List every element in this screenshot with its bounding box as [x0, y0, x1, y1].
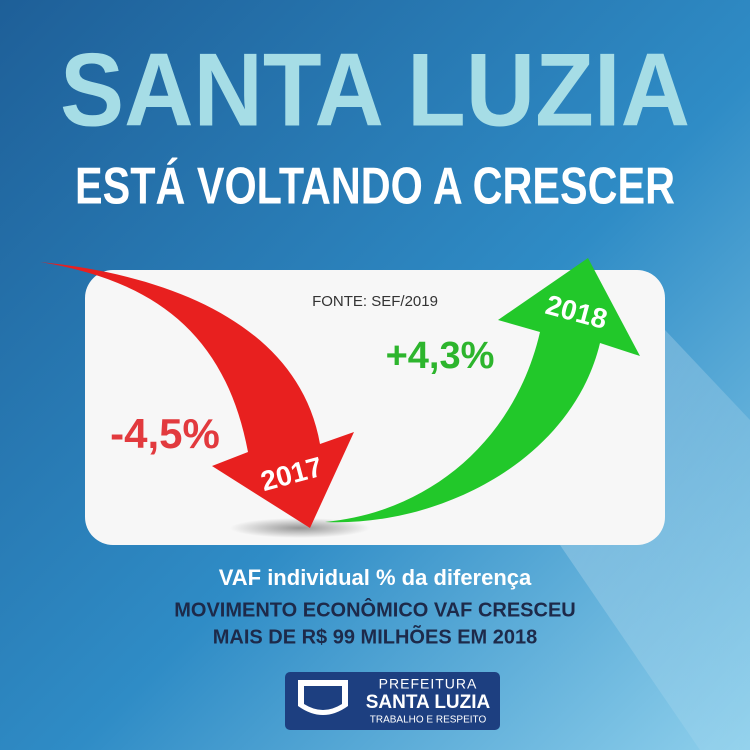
logo-shield-inner — [304, 686, 342, 710]
subtitle: ESTÁ VOLTANDO A CRESCER — [75, 158, 675, 216]
logo-name: SANTA LUZIA — [366, 692, 491, 713]
arrow-shadow — [230, 518, 370, 538]
change-label: -4,5% — [110, 410, 220, 457]
up-arrow — [325, 258, 640, 523]
title: SANTA LUZIA — [60, 32, 690, 148]
light-stripe — [560, 330, 750, 750]
caption-line: MAIS DE R$ 99 MILHÕES EM 2018 — [213, 624, 538, 648]
logo-top: PREFEITURA — [379, 676, 478, 692]
down-arrow — [40, 262, 354, 528]
caption-lead: VAF individual % da diferença — [219, 565, 532, 590]
logo-motto: TRABALHO E RESPEITO — [370, 715, 487, 726]
caption-line: MOVIMENTO ECONÔMICO VAF CRESCEU — [174, 597, 576, 621]
source: FONTE: SEF/2019 — [312, 293, 438, 310]
change-label: +4,3% — [386, 335, 495, 377]
